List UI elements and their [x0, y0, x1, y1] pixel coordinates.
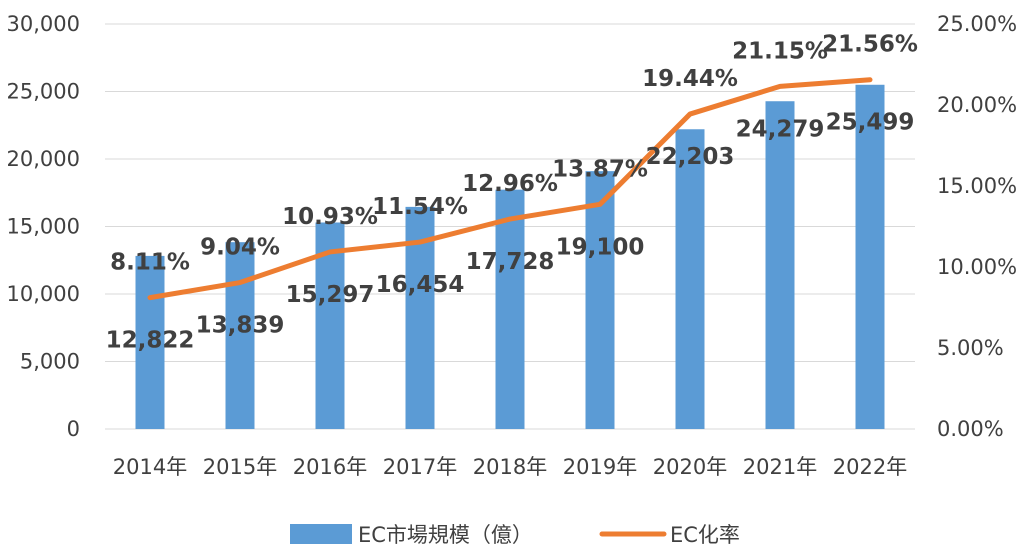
bar-series [135, 84, 885, 430]
right-axis-tick-label: 5.00% [937, 336, 1004, 360]
bar-value-label: 19,100 [556, 234, 645, 260]
x-axis-tick-label: 2020年 [653, 455, 727, 479]
left-axis-tick-label: 0 [67, 417, 80, 441]
line-value-label: 9.04% [200, 235, 280, 261]
x-axis-tick-label: 2022年 [833, 455, 907, 479]
legend-swatch-bar [290, 524, 352, 544]
legend-label-bar: EC市場規模（億） [358, 523, 533, 547]
bar-value-label: 16,454 [376, 272, 465, 298]
line-value-label: 21.56% [822, 32, 918, 58]
x-axis-tick-label: 2015年 [203, 455, 277, 479]
left-axis-tick-label: 20,000 [7, 147, 80, 171]
x-axis-tick-label: 2017年 [383, 455, 457, 479]
x-axis-ticks: 2014年 2015年 2016年 2017年 2018年 2019年 2020年 2021年… [113, 455, 907, 479]
right-axis-tick-label: 0.00% [937, 417, 1004, 441]
left-axis-tick-label: 5,000 [20, 350, 80, 374]
left-axis-ticks: 0 5,000 10,000 15,000 20,000 25,000 30,000 [7, 12, 80, 441]
bar [495, 189, 525, 429]
bar [765, 101, 795, 430]
line-value-label: 10.93% [282, 204, 378, 230]
x-axis-tick-label: 2019年 [563, 455, 637, 479]
right-axis-tick-label: 25.00% [937, 12, 1017, 36]
left-axis-tick-label: 30,000 [7, 12, 80, 36]
x-axis-tick-label: 2014年 [113, 455, 187, 479]
x-axis-tick-label: 2016年 [293, 455, 367, 479]
line-series [147, 77, 873, 301]
line-data-labels: 8.11% 9.04%10.93%11.54%12.96%13.87% 19.44%… [110, 32, 918, 276]
line-value-label: 11.54% [372, 194, 468, 220]
legend: EC市場規模（億） EC化率 [290, 523, 740, 547]
line-value-label: 12.96% [462, 171, 558, 197]
line-value-label: 8.11% [110, 250, 190, 276]
bar [585, 171, 615, 429]
left-axis-tick-label: 15,000 [7, 215, 80, 239]
right-axis-ticks: 0.00% 5.00% 10.00% 15.00% 20.00% 25.00% [937, 12, 1017, 441]
bar [855, 84, 885, 430]
line-value-label: 21.15% [732, 38, 828, 64]
bar-value-label: 13,839 [196, 313, 285, 339]
line-series-path [147, 77, 873, 301]
right-axis-tick-label: 20.00% [937, 93, 1017, 117]
x-axis-tick-label: 2021年 [743, 455, 817, 479]
left-axis-tick-label: 10,000 [7, 282, 80, 306]
bar-value-label: 12,822 [106, 328, 195, 354]
bar [135, 255, 165, 429]
bar [225, 242, 255, 429]
bar-value-label: 25,499 [826, 110, 915, 136]
left-axis-tick-label: 25,000 [7, 80, 80, 104]
line-value-label: 19.44% [642, 66, 738, 92]
x-axis-tick-label: 2018年 [473, 455, 547, 479]
bar [675, 129, 705, 429]
bar-value-label: 17,728 [466, 249, 555, 275]
line-value-label: 13.87% [552, 156, 648, 182]
bar-value-label: 15,297 [286, 282, 375, 308]
right-axis-tick-label: 10.00% [937, 255, 1017, 279]
legend-label-line: EC化率 [670, 523, 740, 547]
bar-value-label: 22,203 [646, 144, 735, 170]
bar-value-label: 24,279 [736, 116, 825, 142]
right-axis-tick-label: 15.00% [937, 174, 1017, 198]
